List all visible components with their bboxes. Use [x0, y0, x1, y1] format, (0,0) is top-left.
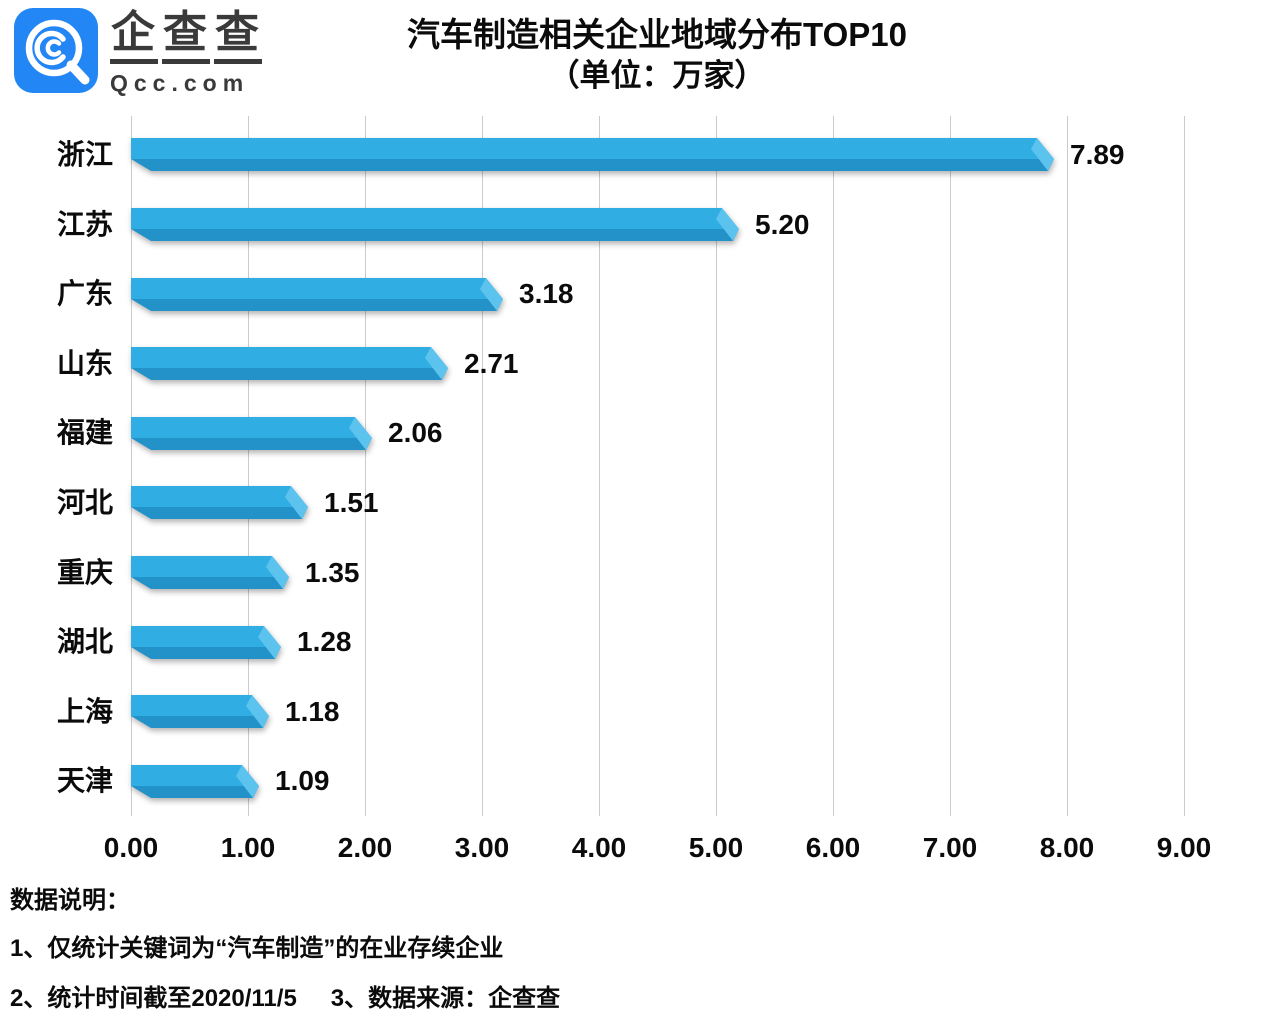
- bar: [131, 416, 372, 450]
- bar-value-label: 1.18: [285, 695, 340, 727]
- gridline: [1067, 116, 1068, 816]
- bar-value-label: 1.09: [275, 765, 330, 797]
- bar-value-label: 5.20: [755, 208, 810, 240]
- qcc-logo-icon: [14, 8, 98, 93]
- category-label: 广东: [56, 278, 113, 310]
- category-label: 浙江: [56, 139, 113, 170]
- brand-cn-char: 企: [110, 8, 158, 64]
- x-tick-label: 0.00: [103, 832, 159, 863]
- notes-heading: 数据说明：: [10, 887, 130, 914]
- category-label: 山东: [56, 347, 113, 379]
- note-3-text: 3、数据来源：企查查: [330, 985, 561, 1012]
- brand-en: Qcc.com: [110, 70, 250, 96]
- chart-title-block: 汽车制造相关企业地域分布TOP10 （单位：万家）: [0, 14, 1266, 96]
- x-tick-label: 5.00: [688, 832, 744, 863]
- brand-cn-char: 查: [214, 8, 262, 64]
- note-2: 2、统计时间截至2020/11/5 3、数据来源：企查查: [10, 978, 560, 1013]
- note-1: 1、仅统计关键词为“汽车制造”的在业存续企业: [10, 935, 504, 962]
- bar-value-label: 1.28: [297, 626, 352, 658]
- note-2-text: 2、统计时间截至2020/11/5: [10, 985, 297, 1012]
- bar-value-label: 1.35: [305, 556, 360, 588]
- gridline: [950, 116, 951, 816]
- bar-value-label: 3.18: [519, 278, 574, 310]
- qcc-logo: 企查查 Qcc.com: [14, 8, 266, 97]
- category-label: 福建: [56, 417, 113, 449]
- brand-cn: 企查查: [110, 8, 266, 64]
- bar-value-label: 7.89: [1070, 139, 1125, 170]
- category-label: 湖北: [56, 626, 113, 658]
- bar-value-label: 2.71: [464, 347, 519, 379]
- category-label: 天津: [56, 765, 113, 797]
- x-tick-label: 4.00: [571, 832, 627, 863]
- bar: [131, 138, 1054, 172]
- category-label: 江苏: [56, 208, 113, 240]
- gridline: [599, 116, 600, 816]
- bar-value-label: 2.06: [388, 417, 443, 449]
- gridline: [1184, 116, 1185, 816]
- chart-title: 汽车制造相关企业地域分布TOP10: [407, 16, 907, 53]
- bar: [131, 486, 308, 520]
- gridline: [131, 116, 132, 816]
- chart-subtitle: （单位：万家）: [548, 58, 766, 93]
- x-tick-label: 7.00: [922, 832, 978, 863]
- bar: [131, 625, 281, 659]
- bar: [131, 695, 269, 729]
- x-tick-label: 8.00: [1039, 832, 1095, 863]
- bar: [131, 277, 503, 311]
- category-label: 重庆: [56, 556, 113, 588]
- bar-value-label: 1.51: [324, 487, 379, 518]
- x-tick-label: 1.00: [220, 832, 276, 863]
- x-tick-label: 9.00: [1156, 832, 1212, 863]
- bar: [131, 764, 259, 798]
- category-label: 河北: [56, 487, 113, 518]
- x-tick-label: 6.00: [805, 832, 861, 863]
- gridline: [365, 116, 366, 816]
- bar: [131, 347, 448, 381]
- x-tick-label: 2.00: [337, 832, 393, 863]
- bar-chart: 0.00 1.00 2.00 3.00 4.00 5.00 6.00 7.00 8.00 9.00…: [56, 116, 1212, 863]
- gridline: [716, 116, 717, 816]
- gridline: [833, 116, 834, 816]
- category-label: 上海: [56, 695, 113, 727]
- gridline: [248, 116, 249, 816]
- x-tick-label: 3.00: [454, 832, 510, 863]
- brand-cn-char: 查: [162, 8, 210, 64]
- logo-text: 企查查 Qcc.com: [110, 8, 266, 97]
- bar: [131, 207, 739, 241]
- gridline: [482, 116, 483, 816]
- bar: [131, 555, 289, 589]
